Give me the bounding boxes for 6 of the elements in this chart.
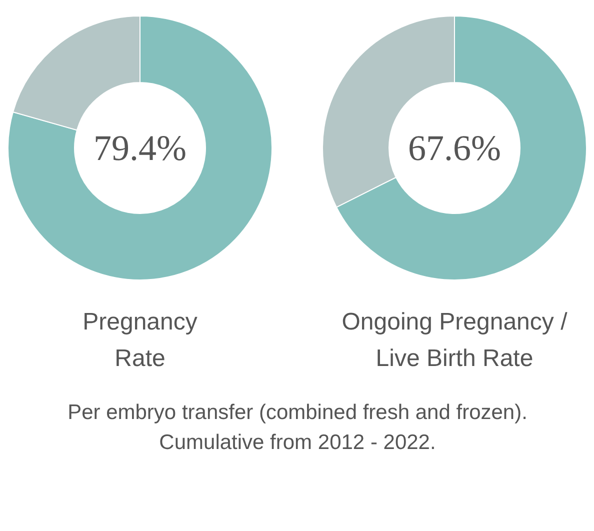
text: Pregnancy Rate xyxy=(82,308,198,372)
data-label: 79.4% xyxy=(94,128,187,168)
data-label: 67.6% xyxy=(408,128,502,168)
text: Cumulative from 2012 - 2022. xyxy=(159,431,436,454)
text: Per embryo transfer (combined fresh and frozen). xyxy=(68,401,528,424)
text: Ongoing Pregnancy / Live Birth Rate xyxy=(342,308,568,372)
